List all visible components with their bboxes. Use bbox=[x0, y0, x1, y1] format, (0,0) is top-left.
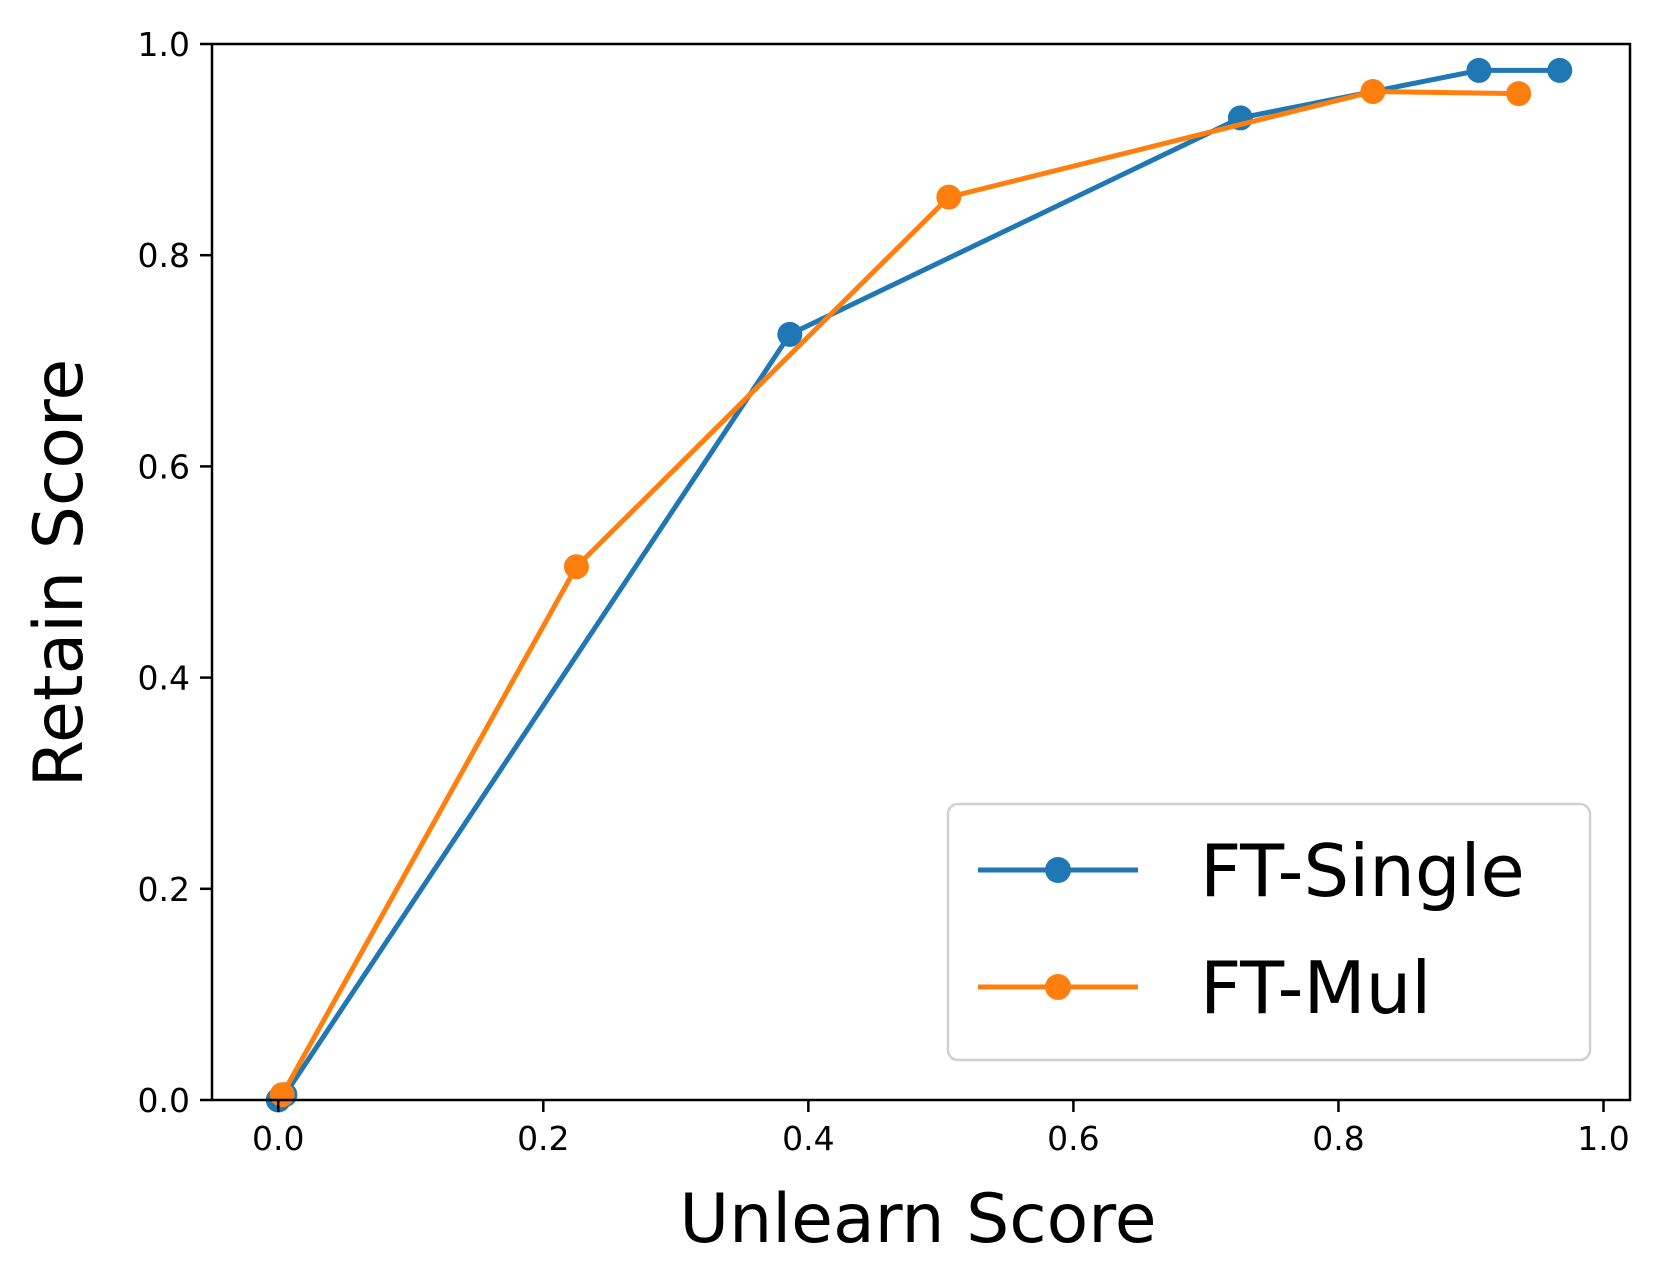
y-tick-label: 0.8 bbox=[138, 236, 190, 275]
x-tick-label: 0.4 bbox=[782, 1119, 834, 1158]
data-point-ft-single bbox=[1547, 57, 1573, 83]
data-point-ft-mul bbox=[269, 1082, 295, 1108]
data-point-ft-single bbox=[777, 321, 803, 347]
data-point-ft-mul bbox=[1360, 79, 1386, 105]
y-tick-label: 0.0 bbox=[138, 1081, 190, 1120]
x-axis-title: Unlearn Score bbox=[679, 1180, 1156, 1259]
legend-label-ft-mul: FT-Mul bbox=[1200, 946, 1431, 1030]
x-tick-label: 0.0 bbox=[252, 1119, 304, 1158]
axes-layer: 0.0 0.2 0.4 0.6 0.8 1.0 0.0 0.2 0.4 0.6 0.8 1.0 bbox=[138, 25, 1630, 1158]
data-point-ft-single bbox=[1466, 57, 1492, 83]
x-tick-label: 1.0 bbox=[1577, 1119, 1629, 1158]
y-tick-label: 0.6 bbox=[138, 447, 190, 486]
plot-frame bbox=[210, 42, 1632, 1102]
legend-marker-ft-mul bbox=[1045, 974, 1071, 1000]
data-point-ft-mul bbox=[936, 184, 962, 210]
y-tick-label: 0.2 bbox=[138, 870, 190, 909]
x-tick-label: 0.8 bbox=[1312, 1119, 1364, 1158]
legend-label-ft-single: FT-Single bbox=[1200, 829, 1525, 913]
legend-item-ft-mul: FT-Mul bbox=[978, 946, 1431, 1030]
legend-marker-ft-single bbox=[1045, 857, 1071, 883]
x-tick-label: 0.2 bbox=[517, 1119, 569, 1158]
data-point-ft-mul bbox=[563, 554, 589, 580]
data-point-ft-mul bbox=[1506, 81, 1532, 107]
y-tick-label: 1.0 bbox=[138, 25, 190, 64]
y-tick-label: 0.4 bbox=[138, 659, 190, 698]
x-tick-label: 0.6 bbox=[1047, 1119, 1099, 1158]
y-axis-title: Retain Score bbox=[20, 359, 99, 787]
legend: FT-Single FT-Mul bbox=[946, 802, 1592, 1062]
legend-item-ft-single: FT-Single bbox=[978, 829, 1525, 913]
